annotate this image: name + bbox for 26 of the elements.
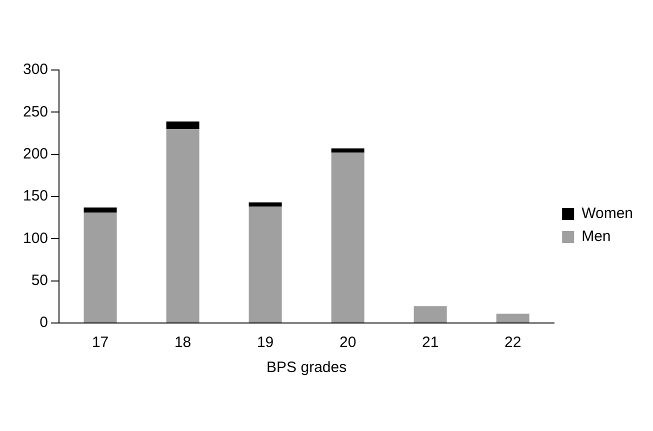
bar xyxy=(166,121,200,130)
x-tick-label: 21 xyxy=(422,334,439,352)
y-tick-label: 150 xyxy=(22,188,48,205)
x-tick-label: 22 xyxy=(504,334,522,352)
y-tick-label: 0 xyxy=(40,314,48,332)
bar xyxy=(248,206,282,322)
x-axis-title: BPS grades xyxy=(266,359,347,376)
y-tick-label: 300 xyxy=(22,61,48,78)
y-tick-label: 50 xyxy=(31,272,48,289)
legend-label: Men xyxy=(582,228,611,246)
bar xyxy=(84,212,117,322)
x-tick-label: 20 xyxy=(339,334,356,352)
bar xyxy=(166,129,200,322)
bar xyxy=(331,148,364,153)
bar xyxy=(496,314,530,322)
x-tick-label: 19 xyxy=(256,334,274,352)
legend-label: Women xyxy=(582,205,634,222)
bar xyxy=(414,306,447,322)
y-tick-label: 200 xyxy=(22,145,48,162)
y-tick-label: 250 xyxy=(22,103,48,120)
bar xyxy=(84,207,117,213)
bar xyxy=(331,152,364,322)
x-tick-label: 17 xyxy=(92,334,109,352)
bar xyxy=(248,202,282,207)
y-tick-label: 100 xyxy=(22,230,48,247)
x-tick-label: 18 xyxy=(174,334,192,352)
